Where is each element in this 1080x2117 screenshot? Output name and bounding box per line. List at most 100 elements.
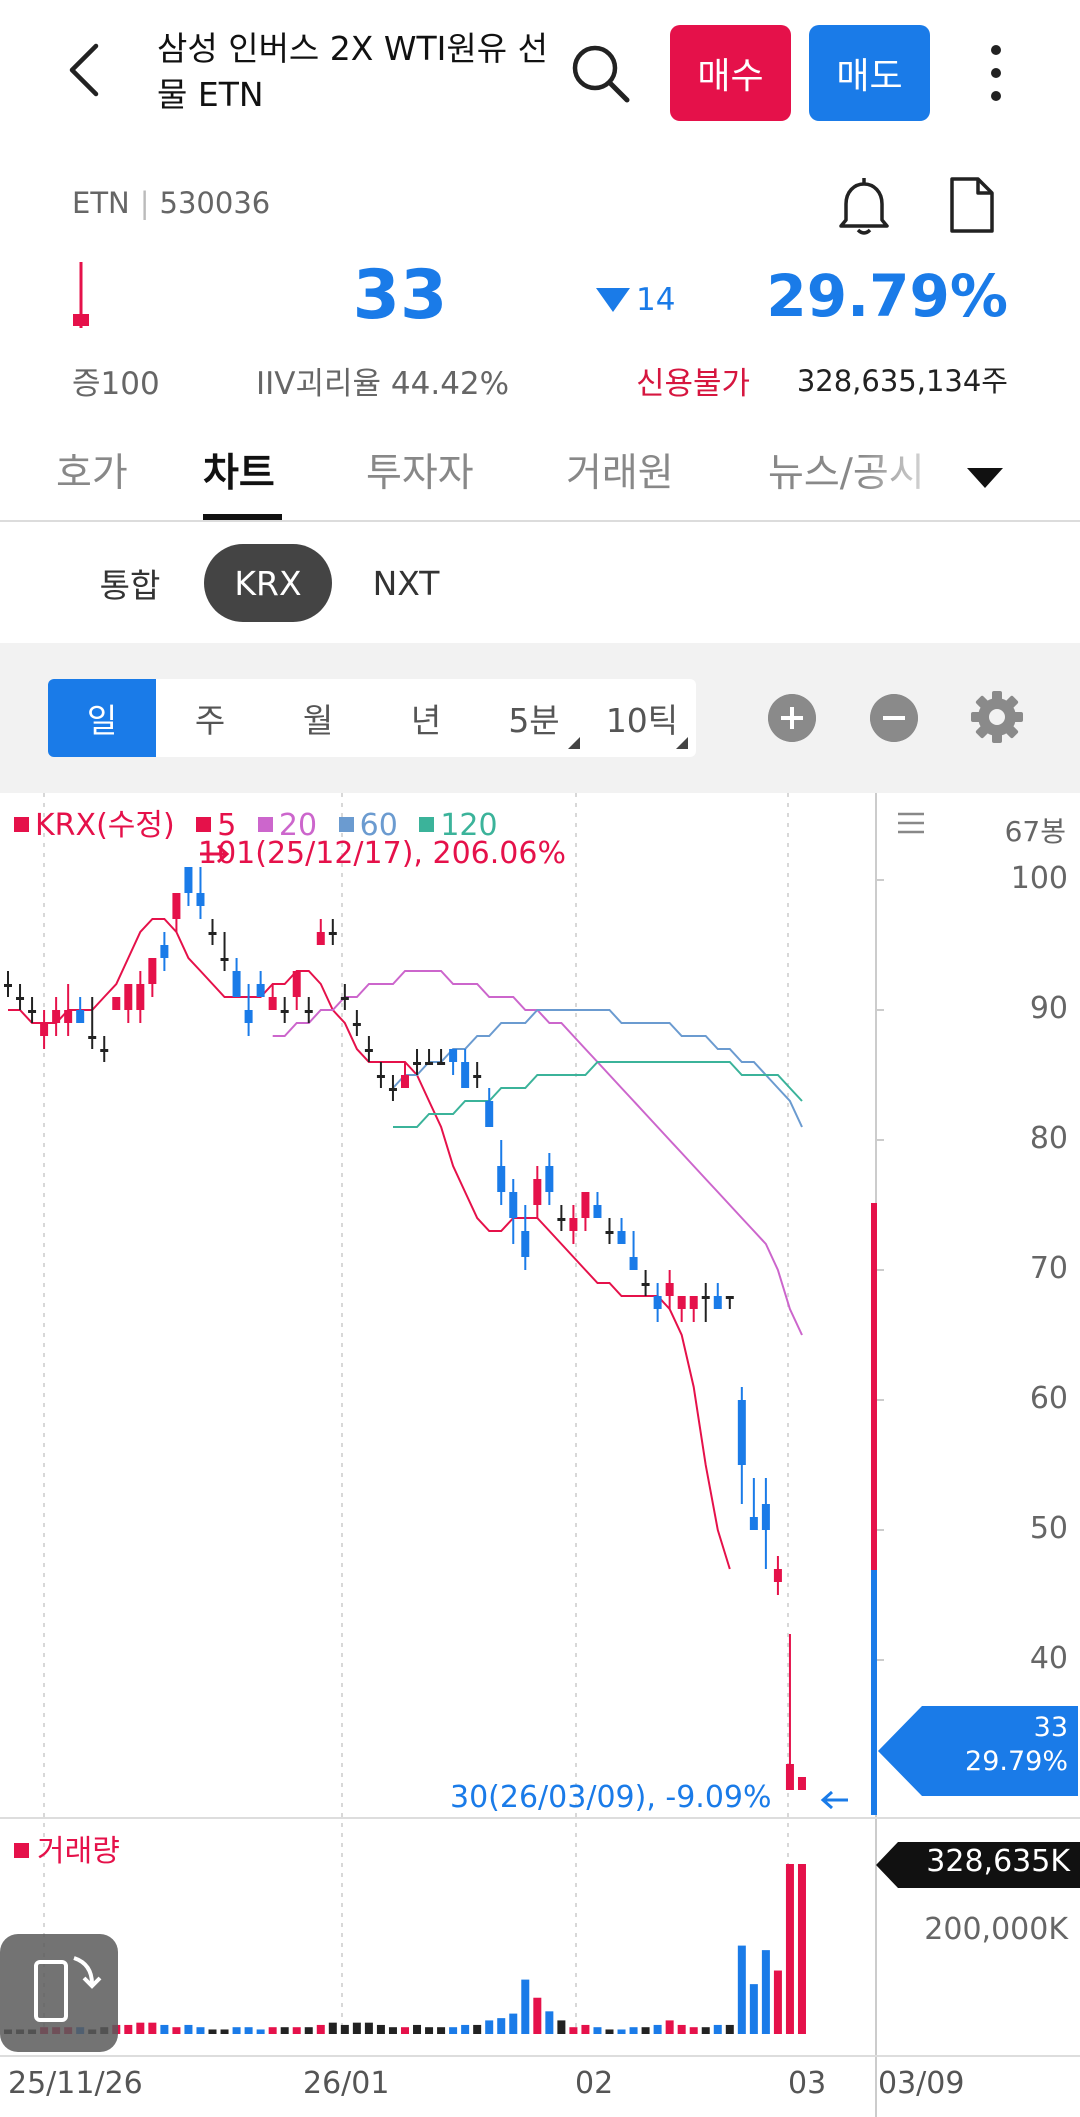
candle xyxy=(509,1179,518,1244)
volume-legend-swatch xyxy=(14,1843,29,1858)
candle-body xyxy=(749,1517,758,1530)
legend-ma120: 120 xyxy=(440,808,498,843)
candle-body xyxy=(641,1283,650,1286)
period-year[interactable]: 년 xyxy=(410,701,442,740)
candle xyxy=(172,893,181,932)
candle xyxy=(533,1166,542,1218)
period-10tick[interactable]: 10틱 xyxy=(588,679,696,757)
zoom-out-icon[interactable] xyxy=(870,694,918,742)
volume-bar xyxy=(136,2022,145,2034)
tab-orderbook[interactable]: 호가 xyxy=(56,451,128,496)
candle-body xyxy=(196,893,205,906)
period-month[interactable]: 월 xyxy=(302,701,334,740)
candle xyxy=(376,1062,385,1088)
document-icon[interactable] xyxy=(946,176,996,234)
volume-bar xyxy=(605,2029,614,2034)
segment-nxt[interactable]: NXT xyxy=(372,563,440,603)
legend-ma60: 60 xyxy=(359,808,398,843)
header: 삼성 인버스 2X WTI원유 선물 ETN 매수 매도 xyxy=(0,0,1080,150)
zoom-in-icon[interactable] xyxy=(768,694,816,742)
candle-body xyxy=(292,971,301,997)
candle-body xyxy=(16,997,25,1000)
candle xyxy=(388,1075,397,1101)
x-tick-1: 26/01 xyxy=(303,2066,390,2101)
volume-bar xyxy=(316,2024,325,2034)
volume-bar xyxy=(196,2027,205,2034)
volume-bar xyxy=(485,2020,494,2034)
segment-krx[interactable]: KRX xyxy=(204,544,332,622)
candle xyxy=(316,919,325,945)
back-arrow-icon[interactable] xyxy=(58,40,108,100)
candle xyxy=(737,1387,746,1504)
candle-body xyxy=(593,1205,602,1218)
volume-bar xyxy=(280,2027,289,2034)
volume-bar xyxy=(593,2027,602,2034)
chart-grid xyxy=(0,793,1080,2117)
more-options-icon[interactable] xyxy=(978,40,1014,106)
candle xyxy=(148,958,157,997)
candle xyxy=(100,1036,109,1062)
chart-legend: KRX(수정) 5 20 60 120 xyxy=(14,800,498,844)
bell-icon[interactable] xyxy=(836,176,892,236)
volume-bar xyxy=(701,2027,710,2034)
tab-chart[interactable]: 차트 xyxy=(203,451,275,496)
period-10tick-corner-icon xyxy=(676,737,688,749)
candle xyxy=(160,932,169,971)
x-tick-3: 03 xyxy=(788,2066,827,2101)
margin-rate: 증100 xyxy=(72,366,160,402)
candle-body xyxy=(725,1296,734,1299)
y-tick-100: 100 xyxy=(1010,861,1068,896)
volume-bar xyxy=(629,2027,638,2034)
search-icon[interactable] xyxy=(567,40,633,106)
volume-bar xyxy=(184,2024,193,2034)
candle xyxy=(88,997,97,1049)
volume-bar xyxy=(653,2024,662,2034)
candle-body xyxy=(160,945,169,958)
volume-bar xyxy=(400,2027,409,2034)
price-chart[interactable] xyxy=(0,793,1080,2117)
candle-body xyxy=(76,1010,85,1023)
legend-ma5: 5 xyxy=(217,808,237,843)
period-5min[interactable]: 5분 xyxy=(480,679,588,757)
candle-body xyxy=(4,984,12,987)
candle xyxy=(208,919,217,945)
candle xyxy=(136,971,145,1023)
candle xyxy=(581,1192,590,1231)
volume-bar xyxy=(388,2027,397,2034)
tab-broker[interactable]: 거래원 xyxy=(566,451,674,496)
candle-body xyxy=(388,1088,397,1091)
candle-body xyxy=(172,893,181,919)
candle-body xyxy=(40,1023,49,1036)
sell-button[interactable]: 매도 xyxy=(809,25,930,121)
buy-button[interactable]: 매수 xyxy=(670,25,791,121)
volume-bar xyxy=(413,2024,422,2034)
candle xyxy=(617,1218,626,1244)
volume-bar xyxy=(124,2024,133,2034)
period-day[interactable]: 일 xyxy=(48,679,156,757)
volume-bar xyxy=(749,1984,758,2034)
volume-bar xyxy=(232,2027,241,2034)
tab-dropdown-icon[interactable] xyxy=(967,468,1003,488)
segment-integrated[interactable]: 통합 xyxy=(99,566,161,605)
period-week[interactable]: 주 xyxy=(194,701,226,740)
candle xyxy=(593,1192,602,1218)
candle xyxy=(16,984,25,1010)
settings-gear-icon[interactable] xyxy=(970,690,1024,744)
candle-body xyxy=(629,1257,638,1270)
volume-tick: 200,000K xyxy=(924,1912,1068,1947)
candle xyxy=(220,932,229,971)
candle-body xyxy=(617,1231,626,1244)
candle-body xyxy=(364,1049,373,1052)
candle xyxy=(352,1010,361,1036)
tab-investor[interactable]: 투자자 xyxy=(366,451,474,496)
candle-count: 67봉 xyxy=(1004,815,1066,848)
rotate-screen-icon[interactable] xyxy=(0,1934,118,2052)
x-tick-2: 02 xyxy=(575,2066,614,2101)
current-price-tag-value: 33 xyxy=(1033,1712,1068,1743)
candle-body xyxy=(521,1231,530,1257)
volume-bar xyxy=(244,2027,253,2034)
volume-bar xyxy=(797,1864,806,2034)
candle xyxy=(557,1205,566,1231)
chart-menu-icon[interactable] xyxy=(898,812,924,834)
candle-body xyxy=(112,997,121,1010)
